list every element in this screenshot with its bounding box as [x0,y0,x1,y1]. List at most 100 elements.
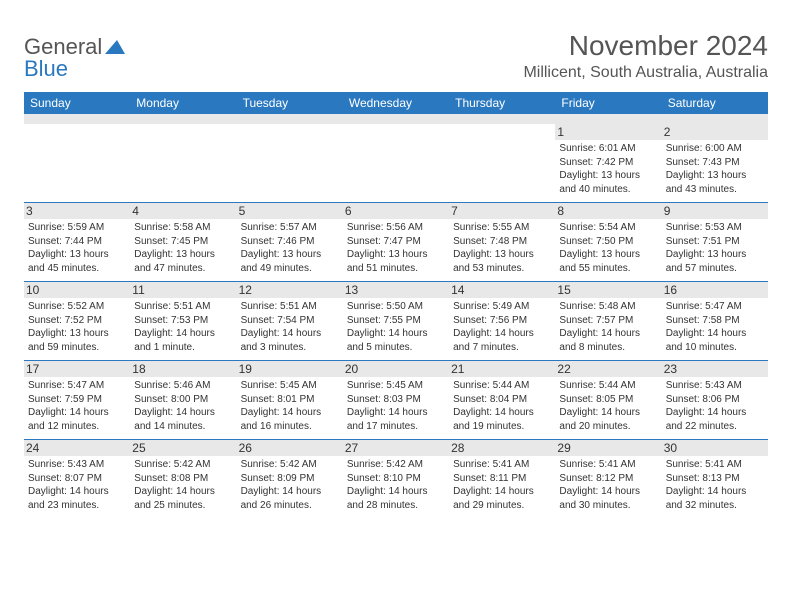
sunrise-text: Sunrise: 5:41 AM [453,458,551,472]
daylight-text: Daylight: 14 hours and 14 minutes. [134,406,232,433]
calendar-page: General Blue November 2024 Millicent, So… [0,0,792,538]
sunset-text: Sunset: 7:52 PM [28,314,126,328]
day-cell: 1Sunrise: 6:01 AMSunset: 7:42 PMDaylight… [555,124,661,202]
day-cell: 12Sunrise: 5:51 AMSunset: 7:54 PMDayligh… [237,282,343,360]
day-cell: 18 Sunrise: 5:46 AMSunset: 8:00 PMDayligh… [130,361,236,439]
brand-logo: General Blue [24,36,125,80]
day-number: 14 [449,282,555,298]
sunset-text: Sunset: 8:13 PM [666,472,764,486]
day-number: 7 [449,203,555,219]
dow-thursday: Thursday [449,92,555,114]
sunrise-text: Sunrise: 5:50 AM [347,300,445,314]
sunrise-text: Sunrise: 5:48 AM [559,300,657,314]
day-cell [130,124,236,202]
title-block: November 2024 Millicent, South Australia… [523,30,768,82]
day-number: 30 [662,440,768,456]
sunset-text: Sunset: 7:50 PM [559,235,657,249]
month-title: November 2024 [523,30,768,62]
daylight-text: Daylight: 14 hours and 23 minutes. [28,485,126,512]
sunrise-text: Sunrise: 5:52 AM [28,300,126,314]
day-cell: 22Sunrise: 5:44 AMSunset: 8:05 PMDayligh… [555,361,661,439]
day-cell: 16Sunrise: 5:47 AMSunset: 7:58 PMDayligh… [662,282,768,360]
sunrise-text: Sunrise: 5:56 AM [347,221,445,235]
sunrise-text: Sunrise: 6:00 AM [666,142,764,156]
weeks-container: 1Sunrise: 6:01 AMSunset: 7:42 PMDaylight… [24,124,768,518]
day-number: 2 [662,124,768,140]
sunrise-text: Sunrise: 5:45 AM [241,379,339,393]
sunset-text: Sunset: 7:53 PM [134,314,232,328]
sunrise-text: Sunrise: 5:41 AM [559,458,657,472]
day-number: 25 [130,440,236,456]
daylight-text: Daylight: 14 hours and 5 minutes. [347,327,445,354]
dow-tuesday: Tuesday [237,92,343,114]
daylight-text: Daylight: 14 hours and 3 minutes. [241,327,339,354]
sunset-text: Sunset: 7:44 PM [28,235,126,249]
day-number: 16 [662,282,768,298]
daylight-text: Daylight: 14 hours and 30 minutes. [559,485,657,512]
day-number: 10 [24,282,130,298]
day-number: 4 [130,203,236,219]
day-cell: 14Sunrise: 5:49 AMSunset: 7:56 PMDayligh… [449,282,555,360]
day-number: 17 [24,361,130,377]
day-number: 27 [343,440,449,456]
day-number: 6 [343,203,449,219]
day-cell: 9Sunrise: 5:53 AMSunset: 7:51 PMDaylight… [662,203,768,281]
sunrise-text: Sunrise: 5:44 AM [453,379,551,393]
sunset-text: Sunset: 8:00 PM [134,393,232,407]
day-number: 1 [555,124,661,140]
daylight-text: Daylight: 14 hours and 29 minutes. [453,485,551,512]
day-cell [24,124,130,202]
sunset-text: Sunset: 7:48 PM [453,235,551,249]
day-cell: 23Sunrise: 5:43 AMSunset: 8:06 PMDayligh… [662,361,768,439]
daylight-text: Daylight: 14 hours and 17 minutes. [347,406,445,433]
sunset-text: Sunset: 8:06 PM [666,393,764,407]
week-row: 3Sunrise: 5:59 AMSunset: 7:44 PMDaylight… [24,202,768,281]
sunrise-text: Sunrise: 5:57 AM [241,221,339,235]
sunset-text: Sunset: 7:59 PM [28,393,126,407]
sunset-text: Sunset: 7:54 PM [241,314,339,328]
day-number: 23 [662,361,768,377]
sunset-text: Sunset: 7:43 PM [666,156,764,170]
daylight-text: Daylight: 14 hours and 7 minutes. [453,327,551,354]
day-number: 28 [449,440,555,456]
sunset-text: Sunset: 7:57 PM [559,314,657,328]
day-cell: 17Sunrise: 5:47 AMSunset: 7:59 PMDayligh… [24,361,130,439]
header-spacer [24,114,768,124]
brand-text: General Blue [24,36,125,80]
logo-triangle-icon [105,36,125,58]
sunrise-text: Sunrise: 5:42 AM [347,458,445,472]
sunset-text: Sunset: 7:46 PM [241,235,339,249]
daylight-text: Daylight: 14 hours and 28 minutes. [347,485,445,512]
day-number: 24 [24,440,130,456]
header-row: General Blue November 2024 Millicent, So… [24,30,768,82]
sunset-text: Sunset: 7:56 PM [453,314,551,328]
week-row: 17Sunrise: 5:47 AMSunset: 7:59 PMDayligh… [24,360,768,439]
daylight-text: Daylight: 14 hours and 10 minutes. [666,327,764,354]
daylight-text: Daylight: 13 hours and 55 minutes. [559,248,657,275]
day-cell: 2Sunrise: 6:00 AMSunset: 7:43 PMDaylight… [662,124,768,202]
day-cell: 10Sunrise: 5:52 AMSunset: 7:52 PMDayligh… [24,282,130,360]
day-cell: 28Sunrise: 5:41 AMSunset: 8:11 PMDayligh… [449,440,555,518]
daylight-text: Daylight: 14 hours and 20 minutes. [559,406,657,433]
sunrise-text: Sunrise: 5:47 AM [666,300,764,314]
dow-friday: Friday [555,92,661,114]
day-cell: 8Sunrise: 5:54 AMSunset: 7:50 PMDaylight… [555,203,661,281]
day-cell: 27Sunrise: 5:42 AMSunset: 8:10 PMDayligh… [343,440,449,518]
sunrise-text: Sunrise: 5:46 AM [134,379,232,393]
day-cell: 19Sunrise: 5:45 AMSunset: 8:01 PMDayligh… [237,361,343,439]
dow-saturday: Saturday [662,92,768,114]
sunset-text: Sunset: 8:08 PM [134,472,232,486]
daylight-text: Daylight: 13 hours and 47 minutes. [134,248,232,275]
daylight-text: Daylight: 14 hours and 25 minutes. [134,485,232,512]
daylight-text: Daylight: 14 hours and 32 minutes. [666,485,764,512]
calendar-grid: Sunday Monday Tuesday Wednesday Thursday… [24,92,768,518]
day-number: 12 [237,282,343,298]
day-number: 18 [130,361,236,377]
sunset-text: Sunset: 8:03 PM [347,393,445,407]
daylight-text: Daylight: 14 hours and 8 minutes. [559,327,657,354]
day-cell: 5Sunrise: 5:57 AMSunset: 7:46 PMDaylight… [237,203,343,281]
day-cell [237,124,343,202]
day-number: 9 [662,203,768,219]
day-cell: 29Sunrise: 5:41 AMSunset: 8:12 PMDayligh… [555,440,661,518]
sunset-text: Sunset: 7:47 PM [347,235,445,249]
